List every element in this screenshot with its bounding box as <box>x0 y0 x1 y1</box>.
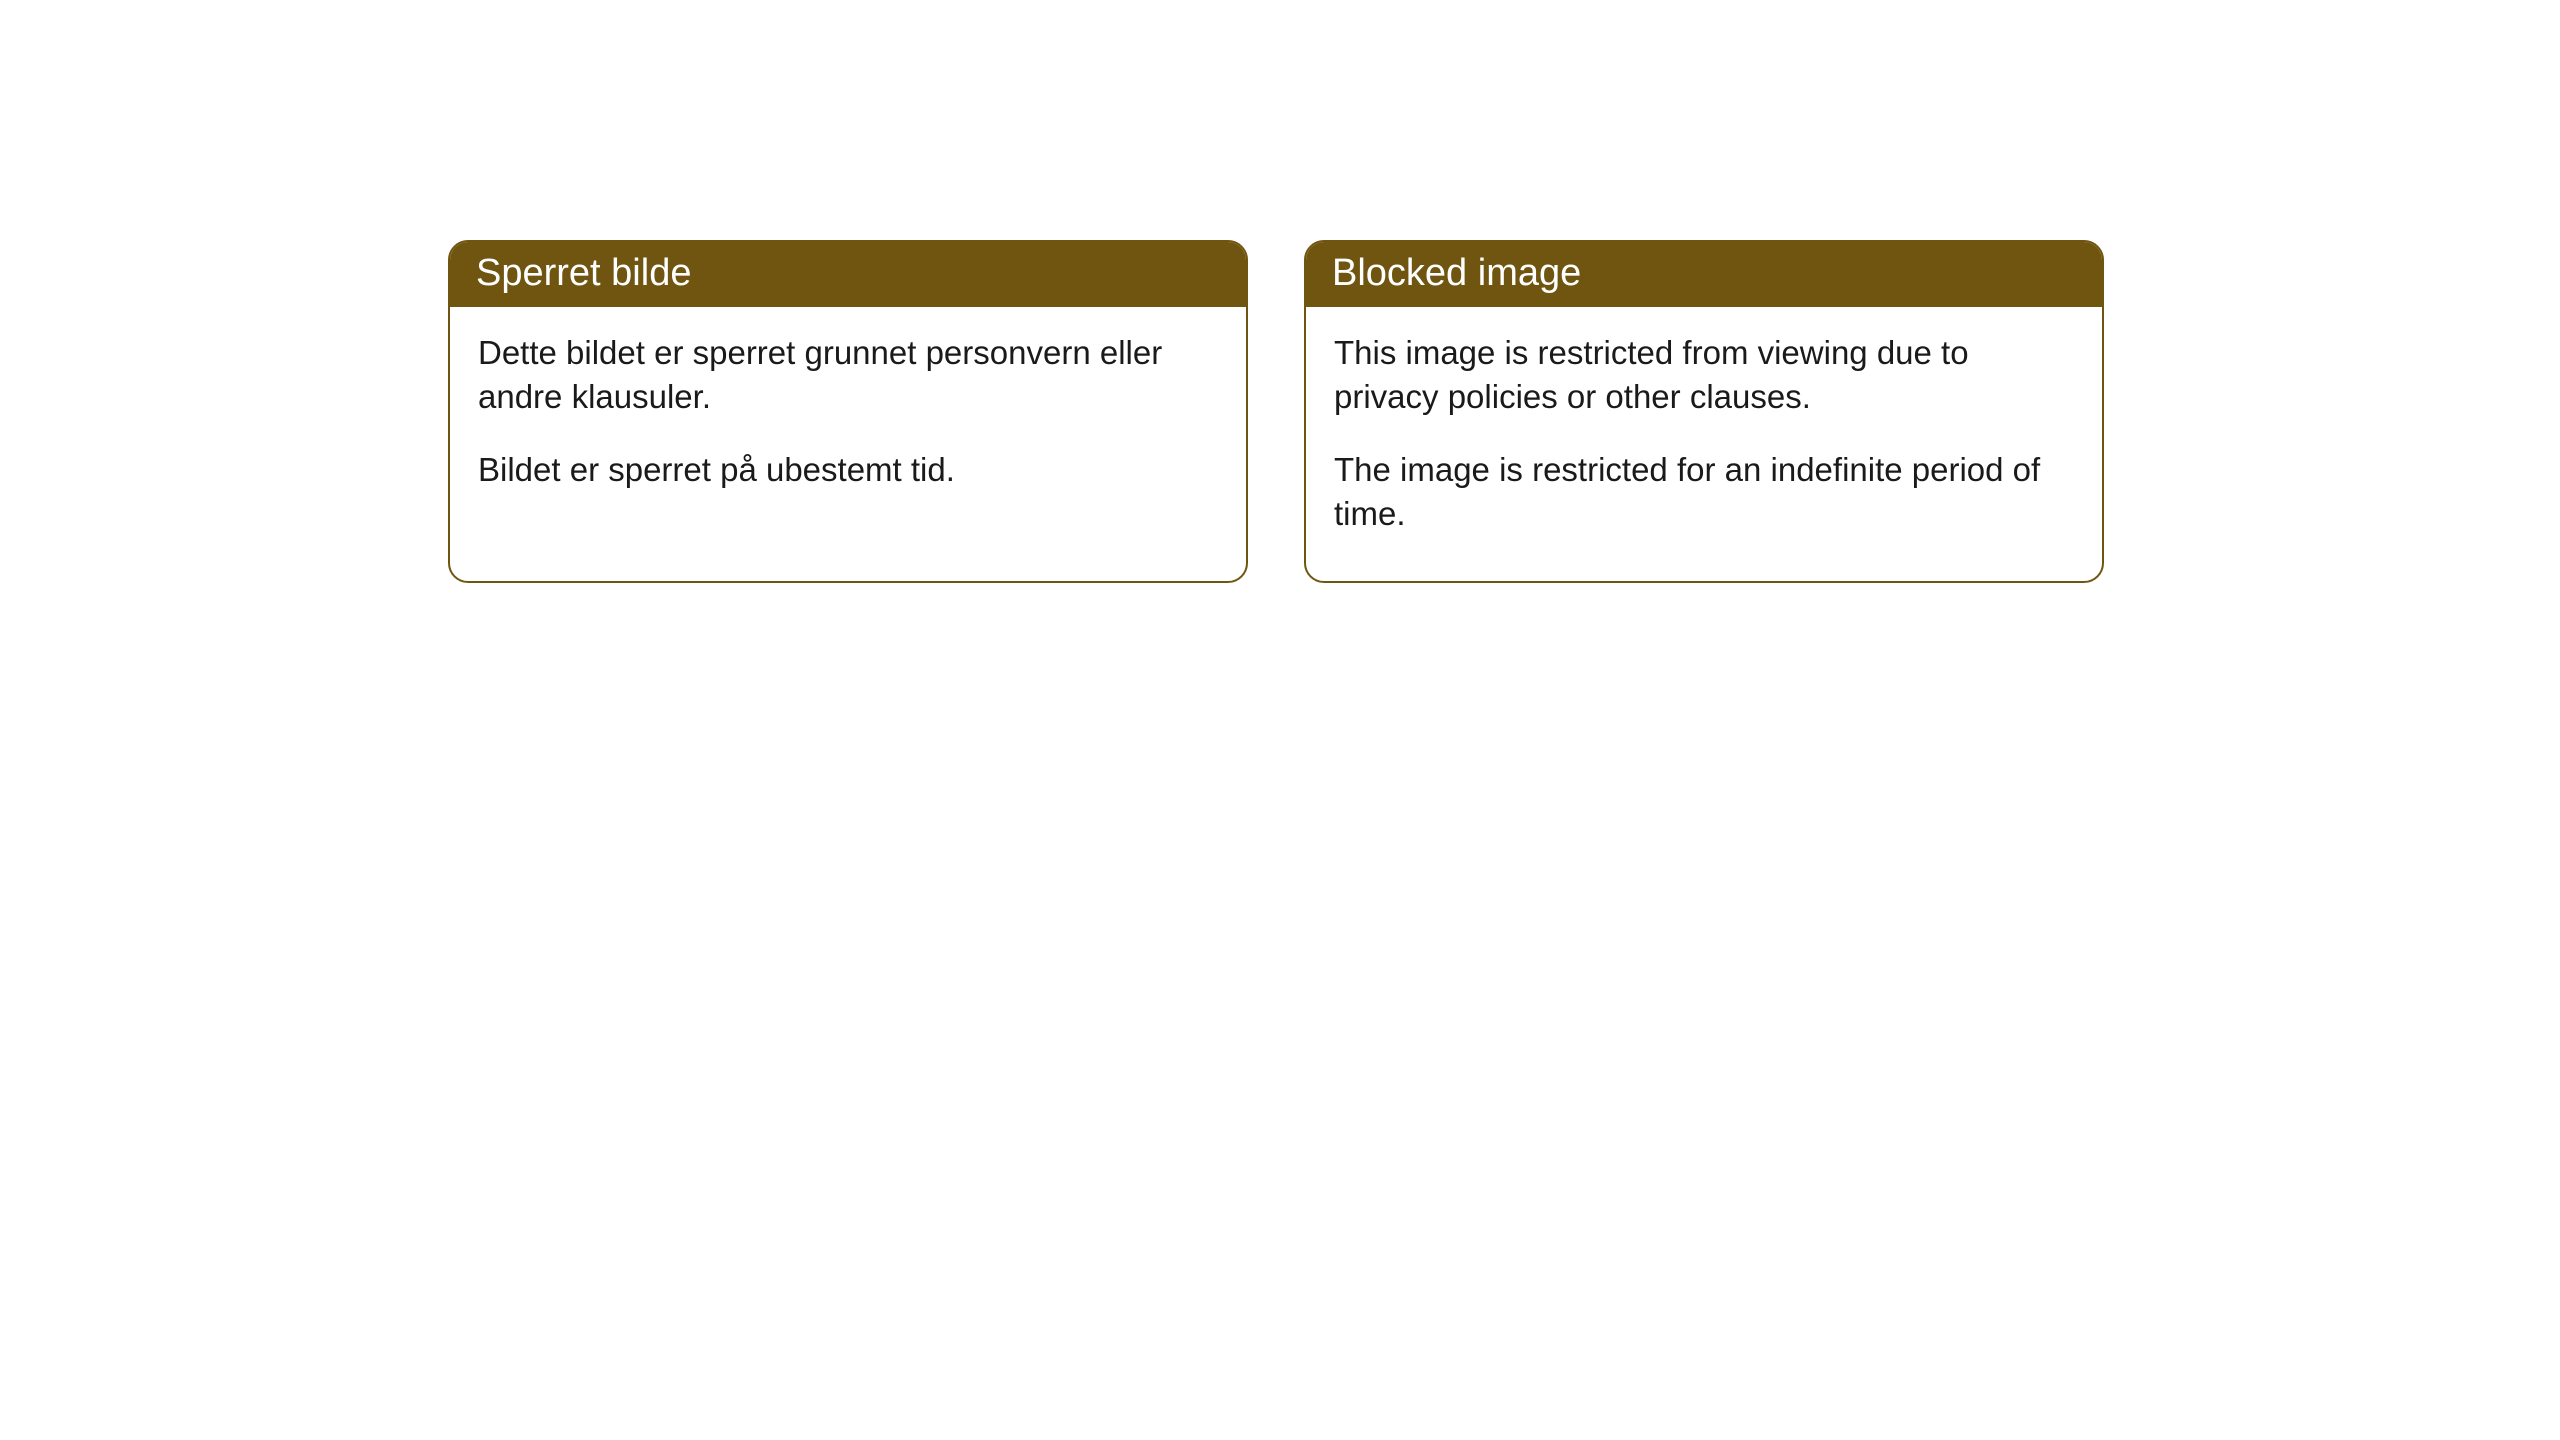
notice-card-norwegian: Sperret bilde Dette bildet er sperret gr… <box>448 240 1248 583</box>
card-paragraph: The image is restricted for an indefinit… <box>1334 448 2074 535</box>
notice-card-english: Blocked image This image is restricted f… <box>1304 240 2104 583</box>
card-body-english: This image is restricted from viewing du… <box>1306 307 2102 581</box>
card-paragraph: Bildet er sperret på ubestemt tid. <box>478 448 1218 492</box>
notice-cards-container: Sperret bilde Dette bildet er sperret gr… <box>0 0 2560 583</box>
card-paragraph: This image is restricted from viewing du… <box>1334 331 2074 418</box>
card-title-english: Blocked image <box>1306 242 2102 307</box>
card-body-norwegian: Dette bildet er sperret grunnet personve… <box>450 307 1246 538</box>
card-paragraph: Dette bildet er sperret grunnet personve… <box>478 331 1218 418</box>
card-title-norwegian: Sperret bilde <box>450 242 1246 307</box>
